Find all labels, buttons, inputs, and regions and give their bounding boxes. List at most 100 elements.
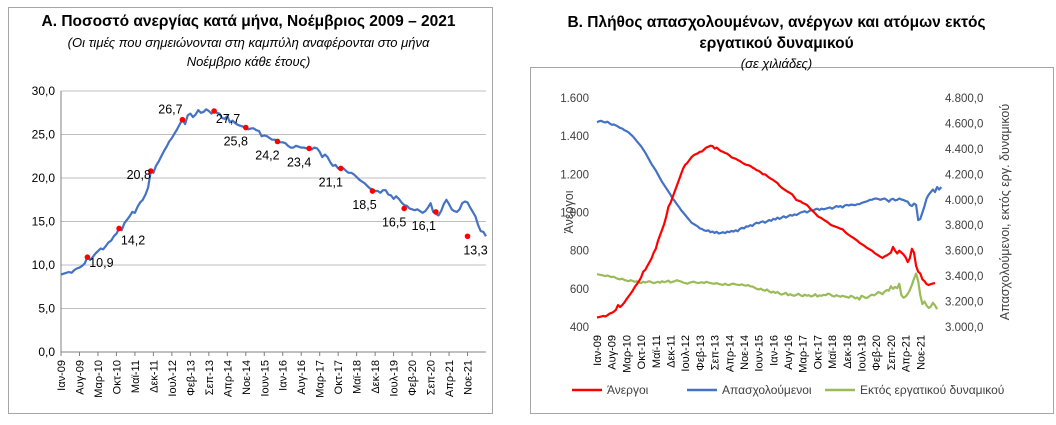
chart-a-x-tick-label: Δεκ-11 [148, 360, 160, 393]
chart-a-data-label: 21,1 [319, 175, 343, 189]
chart-b-left-tick-label: 1.000 [560, 208, 589, 220]
chart-a-data-label: 13,3 [463, 243, 487, 257]
chart-b-right-tick-label: 4.400,0 [945, 144, 983, 156]
chart-b-x-tick-label: Μαρ-10 [621, 335, 633, 373]
chart-a-marker [464, 233, 471, 240]
chart-a-frame [8, 7, 493, 414]
chart-a-data-label: 18,5 [352, 198, 376, 212]
chart-a-x-tick-label: Οκτ-17 [333, 360, 345, 394]
chart-b-x-tick-label: Δεκ-11 [665, 335, 677, 368]
chart-a-marker [84, 254, 91, 260]
chart-a-data-label: 16,1 [412, 219, 436, 233]
chart-a-x-tick-label: Ιουλ-12 [167, 360, 179, 397]
chart-a-x-tick-label: Φεβ-20 [407, 360, 419, 396]
chart-b-x-tick-label: Νοε-14 [739, 335, 751, 370]
chart-a-x-tick-label: Αυγ-09 [74, 360, 86, 395]
chart-b-left-tick-label: 1.600 [560, 93, 589, 105]
chart-b-x-tick-label: Αυγ-16 [783, 335, 795, 370]
chart-a-x-tick-label: Οκτ-10 [111, 360, 123, 394]
chart-a-x-tick-label: Σεπ-20 [426, 360, 438, 395]
chart-b-x-tick-label: Ιαν-16 [768, 335, 780, 366]
chart-b-x-tick-label: Αυγ-09 [607, 335, 619, 370]
chart-a-plot: 0,0 5,0 10,0 15,0 20,0 25,0 30,0 Ιαν-09 Αυγ-09 Μα… [32, 84, 488, 398]
chart-a-x-tick-label: Μαρ-10 [93, 360, 105, 398]
chart-b-right-tick-label: 4.800,0 [945, 93, 983, 105]
chart-a-x-tick-label: Ιαν-09 [56, 360, 68, 391]
chart-a-marker [274, 138, 281, 145]
chart-b-panel: Β. Πλήθος απασχολουμένων, ανέργων και ατ… [497, 0, 1056, 425]
chart-a-y-tick-label: 25,0 [32, 128, 56, 142]
chart-a-y-tick-label: 0,0 [38, 345, 55, 359]
chart-b-right-tick-label: 4.600,0 [945, 118, 983, 130]
chart-a-subtitle-line-2: Νοέμβριο κάθε έτους) [186, 54, 311, 69]
chart-b-right-tick-label: 3.000,0 [945, 322, 983, 334]
chart-a-x-tick-label: Αυγ-16 [296, 360, 308, 395]
chart-a-data-label: 20,8 [127, 168, 151, 182]
chart-b-legend-label: Εκτός εργατικού δυναμικού [860, 383, 1004, 397]
chart-b-x-tick-label: Απρ-21 [901, 335, 913, 372]
chart-a-y-tick-label: 15,0 [32, 215, 56, 229]
chart-a-data-label: 10,9 [89, 256, 113, 270]
chart-b-frame [530, 67, 1054, 414]
chart-a-data-label: 24,2 [255, 148, 279, 162]
chart-a-data-label: 25,8 [224, 135, 248, 149]
chart-b-x-tick-label: Μαρ-17 [798, 335, 810, 373]
chart-a-data-label: 26,7 [158, 103, 182, 117]
chart-a-x-tick-label: Απρ-14 [222, 360, 234, 397]
chart-b-left-tick-label: 1.200 [560, 169, 589, 181]
chart-b-x-tick-label: Φεβ-20 [871, 335, 883, 371]
chart-a-series-line [60, 108, 487, 276]
chart-b-right-axis-title: Απασχολούμενοι, εκτός εργ. δυναμικού [998, 104, 1012, 321]
chart-a-marker [179, 116, 186, 123]
chart-b-subtitle: (σε χιλιάδες) [740, 56, 813, 71]
chart-b-left-tick-label: 1.400 [560, 131, 589, 143]
chart-b-series-line-0 [596, 144, 936, 319]
chart-a-x-tick-label: Νοε-14 [241, 360, 253, 395]
chart-a-x-tick-label: Μαρ-17 [315, 360, 327, 398]
chart-a-x-tick-label: Δεκ-18 [370, 360, 382, 394]
chart-b-x-tick-label: Απρ-14 [724, 335, 736, 372]
chart-b-title-line-2: εργατικού δυναμικού [699, 35, 854, 52]
chart-b-right-tick-label: 3.600,0 [945, 246, 983, 258]
chart-a-marker [433, 209, 439, 215]
chart-a-y-tick-label: 5,0 [38, 302, 55, 316]
chart-a-marker [306, 145, 312, 152]
chart-b-x-tick-label: Σεπ-13 [710, 335, 722, 370]
chart-a-marker [338, 165, 344, 172]
chart-b-left-tick-label: 600 [570, 284, 589, 296]
chart-a-x-tick-label: Νοε-21 [463, 360, 475, 395]
chart-a-subtitle-line-1: (Οι τιμές που σημειώνονται στη καμπύλη α… [67, 35, 430, 50]
chart-a-marker [116, 225, 122, 232]
chart-b-right-tick-label: 3.200,0 [945, 297, 983, 309]
chart-a-marker [211, 108, 217, 114]
chart-b-x-tick-label: Ιουν-15 [754, 335, 766, 372]
chart-b-x-tick-label: Σεπ-20 [886, 335, 898, 370]
chart-a-panel: Α. Ποσοστό ανεργίας κατά μήνα, Νοέμβριος… [0, 0, 497, 425]
chart-a-marker [242, 124, 249, 131]
chart-a-y-tick-label: 10,0 [32, 258, 56, 272]
chart-b-x-tick-label: Οκτ-10 [636, 335, 648, 369]
chart-a-x-tick-label: Ιουν-15 [259, 360, 271, 397]
chart-a-title: Α. Ποσοστό ανεργίας κατά μήνα, Νοέμβριος… [41, 13, 456, 30]
chart-a-data-label: 23,4 [287, 155, 311, 169]
chart-b-left-tick-label: 800 [570, 246, 589, 258]
chart-b-x-tick-label: Οκτ-17 [812, 335, 824, 369]
chart-b-series-line-2 [596, 272, 939, 310]
chart-b-legend-label: Άνεργοι [607, 383, 649, 397]
chart-b-x-tick-label: Ιαν-09 [592, 335, 604, 366]
chart-a-x-tick-label: Ιουλ-19 [389, 360, 401, 397]
chart-a-y-tick-label: 20,0 [32, 171, 56, 185]
chart-b-x-tick-label: Ιουλ-12 [680, 335, 692, 372]
chart-a-data-label: 16,5 [382, 215, 406, 229]
chart-a-x-tick-label: Απρ-21 [444, 360, 456, 397]
chart-a-x-tick-label: Μαϊ-11 [130, 360, 142, 393]
chart-a-y-tick-label: 30,0 [32, 84, 56, 98]
chart-b-left-axis-title: Άνεργοι [562, 190, 576, 233]
chart-b-x-tick-label: Ιουλ-19 [857, 335, 869, 372]
chart-a-data-label: 14,2 [121, 233, 145, 247]
chart-a-marker [147, 168, 154, 174]
chart-b-right-tick-label: 4.200,0 [945, 169, 983, 181]
chart-a-marker [369, 188, 376, 194]
chart-a-marker [401, 205, 407, 212]
chart-a-x-tick-label: Μαϊ-18 [352, 360, 364, 394]
